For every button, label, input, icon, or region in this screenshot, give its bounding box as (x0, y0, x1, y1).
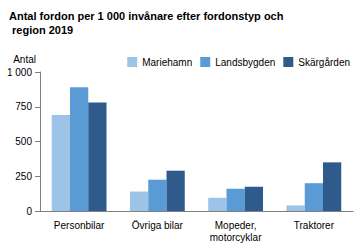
svg-text:750: 750 (15, 101, 32, 112)
svg-text:Mariehamn: Mariehamn (142, 57, 192, 68)
svg-text:250: 250 (15, 171, 32, 182)
svg-text:motorcyklar: motorcyklar (210, 232, 262, 243)
svg-text:Antal fordon per 1 000 invånar: Antal fordon per 1 000 invånare efter fo… (9, 10, 284, 22)
svg-text:0: 0 (26, 206, 32, 217)
svg-text:1 000: 1 000 (7, 67, 32, 78)
svg-text:Landsbygden: Landsbygden (215, 57, 275, 68)
svg-text:500: 500 (15, 136, 32, 147)
svg-text:Skärgården: Skärgården (298, 57, 350, 68)
svg-text:Traktorer: Traktorer (294, 220, 335, 231)
svg-text:Personbilar: Personbilar (54, 220, 105, 231)
svg-text:Övriga bilar: Övriga bilar (132, 220, 184, 231)
svg-text:Antal: Antal (13, 54, 36, 65)
svg-text:Mopeder,: Mopeder, (215, 220, 257, 231)
svg-text:region 2019: region 2019 (9, 24, 73, 36)
